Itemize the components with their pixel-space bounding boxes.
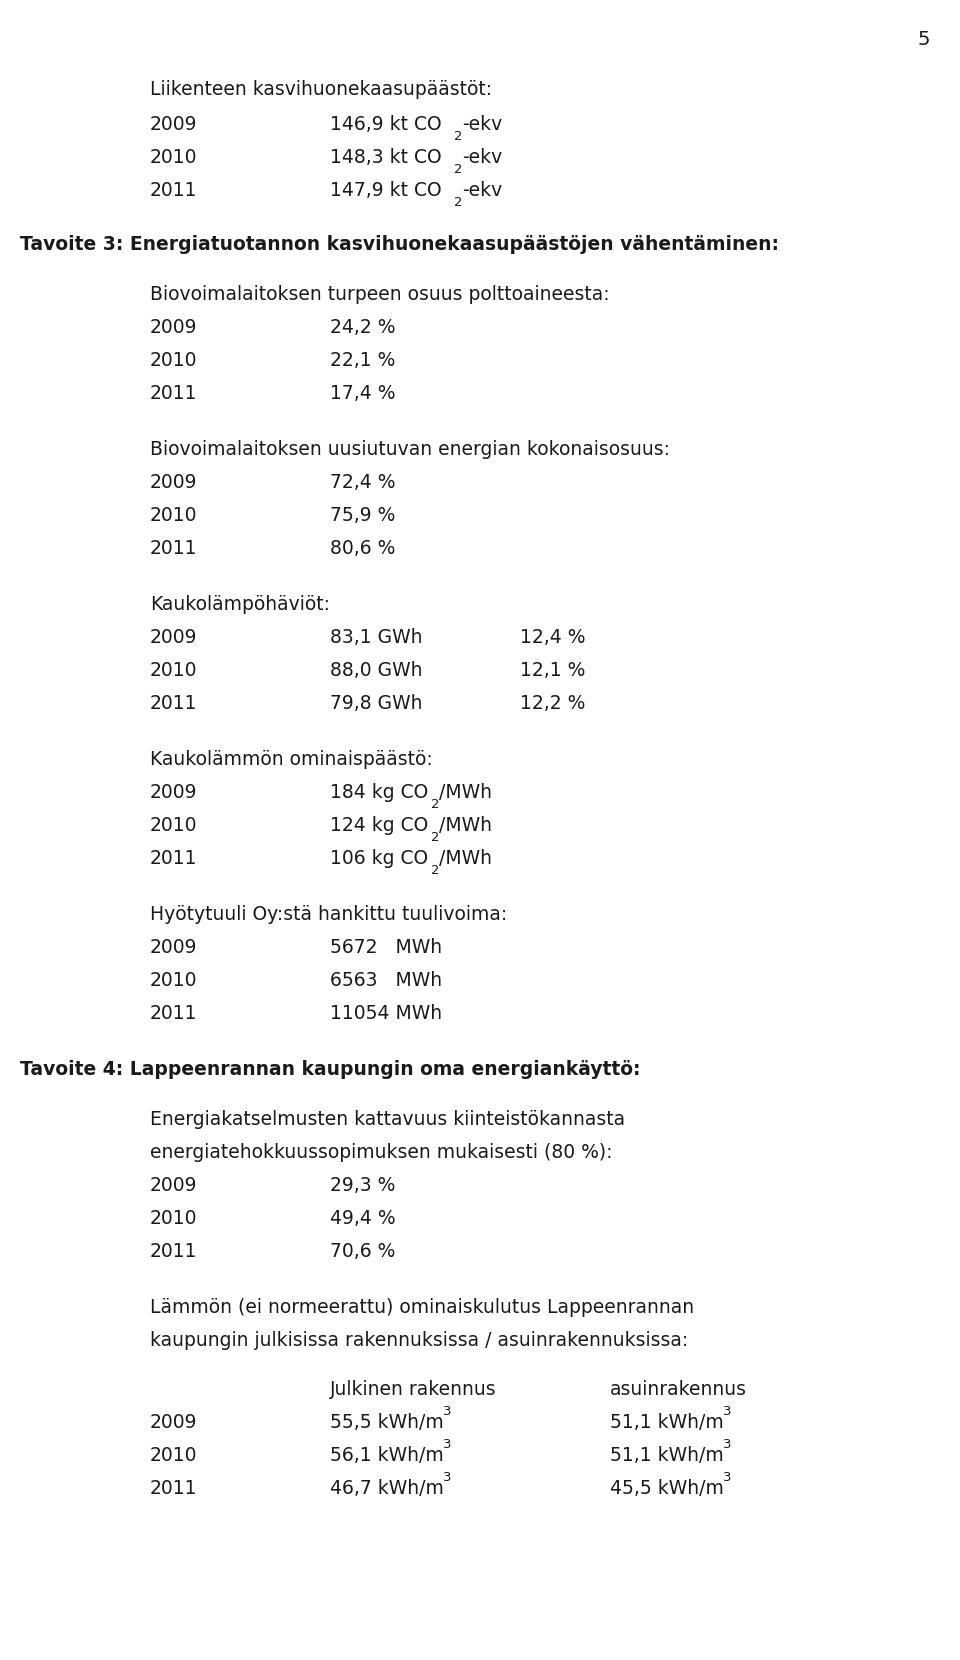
Text: 70,6 %: 70,6 % [330,1242,396,1262]
Text: 55,5 kWh/m: 55,5 kWh/m [330,1413,444,1433]
Text: 22,1 %: 22,1 % [330,350,396,370]
Text: 184 kg CO: 184 kg CO [330,784,428,802]
Text: asuinrakennus: asuinrakennus [610,1379,747,1399]
Text: 6563   MWh: 6563 MWh [330,971,443,989]
Text: -ekv: -ekv [462,181,502,199]
Text: 29,3 %: 29,3 % [330,1175,396,1195]
Text: /MWh: /MWh [439,817,492,835]
Text: kaupungin julkisissa rakennuksissa / asuinrakennuksissa:: kaupungin julkisissa rakennuksissa / asu… [150,1331,688,1350]
Text: 2: 2 [431,798,440,812]
Text: Julkinen rakennus: Julkinen rakennus [330,1379,496,1399]
Text: 2011: 2011 [150,1004,198,1023]
Text: 3: 3 [443,1471,451,1484]
Text: 2: 2 [431,832,440,843]
Text: 12,2 %: 12,2 % [520,694,586,714]
Text: 2011: 2011 [150,540,198,558]
Text: 2011: 2011 [150,383,198,403]
Text: 79,8 GWh: 79,8 GWh [330,694,422,714]
Text: 80,6 %: 80,6 % [330,540,396,558]
Text: Biovoimalaitoksen uusiutuvan energian kokonaisosuus:: Biovoimalaitoksen uusiutuvan energian ko… [150,440,670,460]
Text: Liikenteen kasvihuonekaasupäästöt:: Liikenteen kasvihuonekaasupäästöt: [150,80,492,100]
Text: 148,3 kt CO: 148,3 kt CO [330,148,442,168]
Text: 2: 2 [454,163,463,176]
Text: Lämmön (ei normeerattu) ominaiskulutus Lappeenrannan: Lämmön (ei normeerattu) ominaiskulutus L… [150,1298,694,1316]
Text: 3: 3 [723,1471,731,1484]
Text: 2009: 2009 [150,1175,198,1195]
Text: 12,1 %: 12,1 % [520,661,586,681]
Text: 12,4 %: 12,4 % [520,627,586,647]
Text: 2009: 2009 [150,115,198,134]
Text: Tavoite 3: Energiatuotannon kasvihuonekaasupäästöjen vähentäminen:: Tavoite 3: Energiatuotannon kasvihuoneka… [20,236,779,254]
Text: 2011: 2011 [150,181,198,199]
Text: -ekv: -ekv [462,115,502,134]
Text: 5672   MWh: 5672 MWh [330,938,443,958]
Text: 2010: 2010 [150,350,198,370]
Text: 11054 MWh: 11054 MWh [330,1004,443,1023]
Text: 2009: 2009 [150,784,198,802]
Text: 2009: 2009 [150,1413,198,1433]
Text: 49,4 %: 49,4 % [330,1208,396,1228]
Text: /MWh: /MWh [439,848,492,868]
Text: 3: 3 [443,1404,451,1418]
Text: 2010: 2010 [150,1208,198,1228]
Text: 83,1 GWh: 83,1 GWh [330,627,422,647]
Text: Energiakatselmusten kattavuus kiinteistökannasta: Energiakatselmusten kattavuus kiinteistö… [150,1111,625,1129]
Text: -ekv: -ekv [462,148,502,168]
Text: 2011: 2011 [150,1479,198,1497]
Text: 124 kg CO: 124 kg CO [330,817,428,835]
Text: 2009: 2009 [150,473,198,491]
Text: 2010: 2010 [150,661,198,681]
Text: 3: 3 [723,1404,731,1418]
Text: energiatehokkuussopimuksen mukaisesti (80 %):: energiatehokkuussopimuksen mukaisesti (8… [150,1144,612,1162]
Text: 2009: 2009 [150,938,198,958]
Text: 2: 2 [454,129,463,143]
Text: 24,2 %: 24,2 % [330,319,396,337]
Text: 51,1 kWh/m: 51,1 kWh/m [610,1446,724,1466]
Text: 146,9 kt CO: 146,9 kt CO [330,115,442,134]
Text: 2011: 2011 [150,694,198,714]
Text: 88,0 GWh: 88,0 GWh [330,661,422,681]
Text: 2009: 2009 [150,319,198,337]
Text: 46,7 kWh/m: 46,7 kWh/m [330,1479,444,1497]
Text: Tavoite 4: Lappeenrannan kaupungin oma energiankäyttö:: Tavoite 4: Lappeenrannan kaupungin oma e… [20,1061,640,1079]
Text: 2010: 2010 [150,817,198,835]
Text: 2010: 2010 [150,506,198,525]
Text: 147,9 kt CO: 147,9 kt CO [330,181,442,199]
Text: 5: 5 [918,30,930,50]
Text: Hyötytuuli Oy:stä hankittu tuulivoima:: Hyötytuuli Oy:stä hankittu tuulivoima: [150,905,507,925]
Text: /MWh: /MWh [439,784,492,802]
Text: 2010: 2010 [150,1446,198,1466]
Text: 2009: 2009 [150,627,198,647]
Text: 2: 2 [454,196,463,209]
Text: 45,5 kWh/m: 45,5 kWh/m [610,1479,724,1497]
Text: 56,1 kWh/m: 56,1 kWh/m [330,1446,444,1466]
Text: 2010: 2010 [150,148,198,168]
Text: 2011: 2011 [150,1242,198,1262]
Text: 51,1 kWh/m: 51,1 kWh/m [610,1413,724,1433]
Text: 17,4 %: 17,4 % [330,383,396,403]
Text: 2010: 2010 [150,971,198,989]
Text: Kaukolämmön ominaispäästö:: Kaukolämmön ominaispäästö: [150,750,433,769]
Text: Kaukolämpöhäviöt:: Kaukolämpöhäviöt: [150,594,330,614]
Text: 72,4 %: 72,4 % [330,473,396,491]
Text: 75,9 %: 75,9 % [330,506,396,525]
Text: Biovoimalaitoksen turpeen osuus polttoaineesta:: Biovoimalaitoksen turpeen osuus polttoai… [150,286,610,304]
Text: 3: 3 [443,1438,451,1451]
Text: 2: 2 [431,863,440,876]
Text: 3: 3 [723,1438,731,1451]
Text: 2011: 2011 [150,848,198,868]
Text: 106 kg CO: 106 kg CO [330,848,428,868]
